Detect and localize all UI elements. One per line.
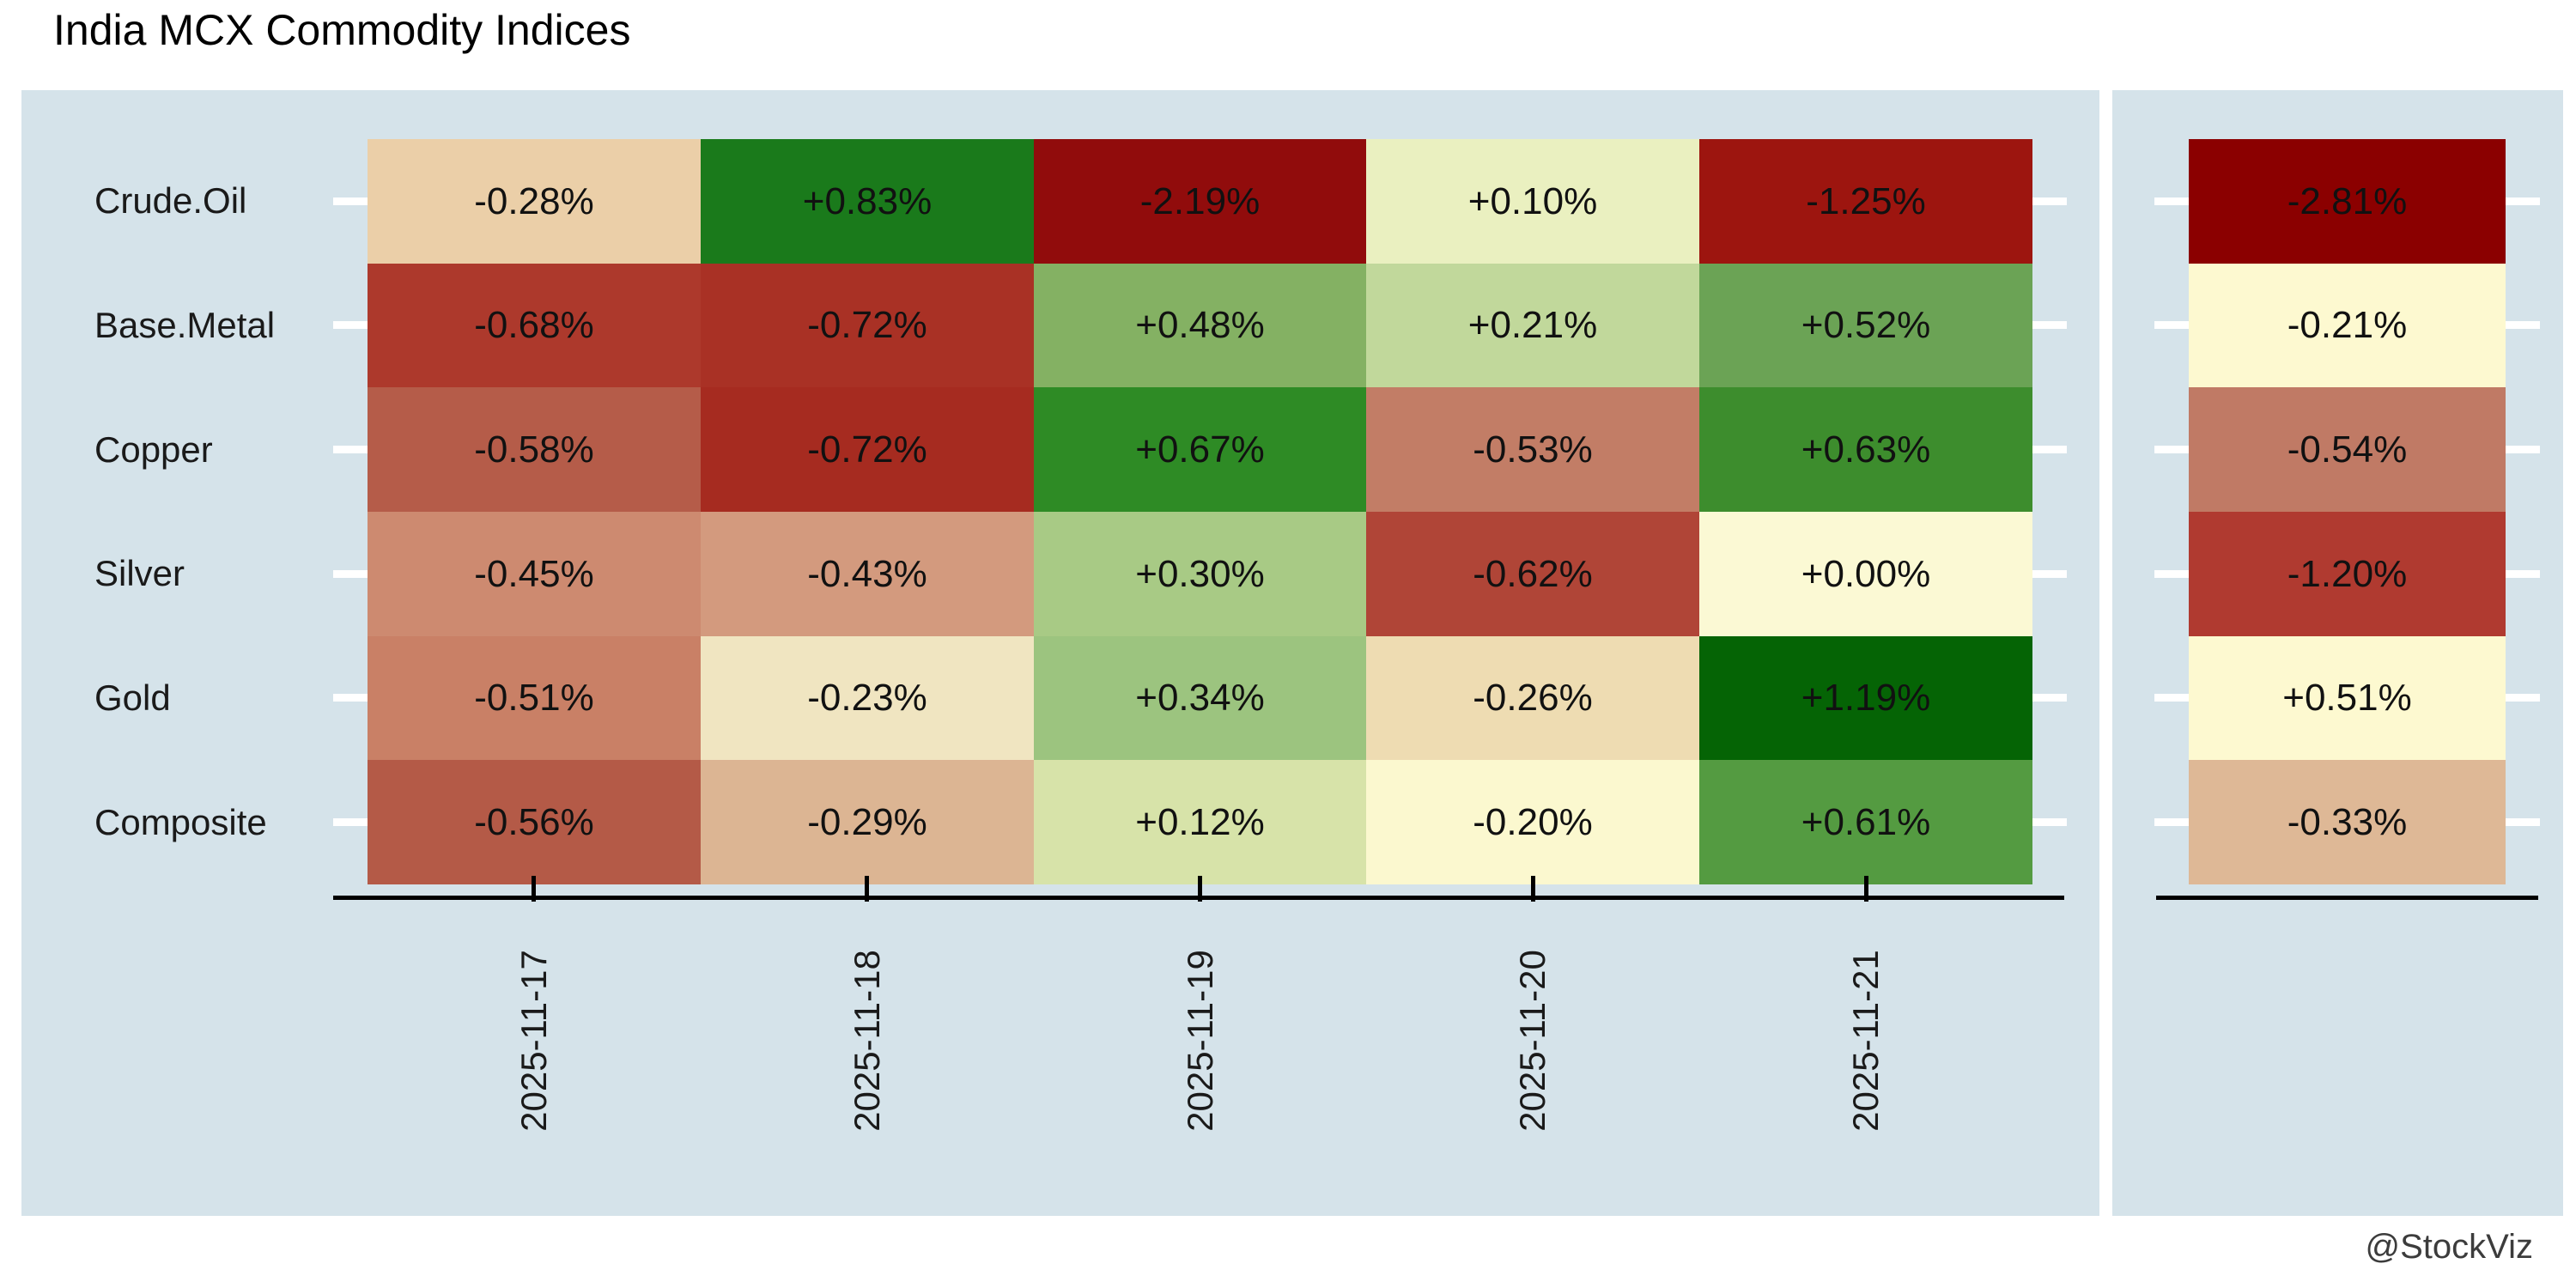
weekly-heatmap-cell: -0.54% [2189,387,2506,512]
heatmap-cell: +0.48% [1034,264,1366,387]
axis-tick-white [2506,446,2540,453]
axis-tick-white [2154,321,2189,329]
heatmap-cell: -0.56% [368,760,701,884]
heatmap-cell: -0.58% [368,387,701,512]
heatmap-cell: +0.63% [1699,387,2032,512]
axis-tick-white [2506,694,2540,702]
axis-tick-white [2506,818,2540,826]
row-label: Copper [94,429,213,470]
heatmap-cell: -0.72% [701,264,1034,387]
heatmap-cell: +0.12% [1034,760,1366,884]
axis-tick-white [333,321,368,329]
x-axis-tick [865,876,869,902]
watermark-stockviz: @StockViz [2365,1228,2534,1266]
heatmap-cell: +0.83% [701,139,1034,264]
heatmap-cell: -0.23% [701,636,1034,760]
axis-tick-white [2506,570,2540,578]
heatmap-cell: -0.51% [368,636,701,760]
heatmap-cell: -0.72% [701,387,1034,512]
axis-tick-white [333,446,368,453]
heatmap-cell: +0.30% [1034,512,1366,636]
row-label: Silver [94,553,185,593]
heatmap-cell: -0.45% [368,512,701,636]
x-axis-date-label: 2025-11-21 [1845,950,1886,1132]
row-label: Base.Metal [94,305,276,345]
axis-tick-white [333,694,368,702]
heatmap-cell: +1.19% [1699,636,2032,760]
heatmap-cell: +0.61% [1699,760,2032,884]
x-axis-line-weekly [2156,896,2538,900]
x-axis-tick [1198,876,1202,902]
heatmap-cell: -1.25% [1699,139,2032,264]
x-axis-date-label: 2025-11-17 [513,950,554,1132]
axis-tick-white [2154,818,2189,826]
heatmap-cell: -0.68% [368,264,701,387]
row-label: Composite [94,802,267,842]
axis-tick-white [2506,197,2540,205]
heatmap-cell: -0.62% [1366,512,1699,636]
axis-tick-white [333,197,368,205]
axis-tick-white [2154,446,2189,453]
heatmap-cell: -0.28% [368,139,701,264]
weekly-heatmap-cell: -0.33% [2189,760,2506,884]
weekly-heatmap-cell: -0.21% [2189,264,2506,387]
axis-tick-white [2032,197,2067,205]
x-axis-tick [1531,876,1535,902]
heatmap-cell: -0.43% [701,512,1034,636]
heatmap-cell: +0.00% [1699,512,2032,636]
axis-tick-white [2032,570,2067,578]
weekly-heatmap-cell: -2.81% [2189,139,2506,264]
axis-tick-white [333,818,368,826]
row-label: Gold [94,677,171,718]
weekly-heatmap-cell: -1.20% [2189,512,2506,636]
x-axis-tick [532,876,536,902]
heatmap-cell: +0.10% [1366,139,1699,264]
axis-tick-white [2154,197,2189,205]
row-label: Crude.Oil [94,180,247,221]
heatmap-cell: +0.67% [1034,387,1366,512]
heatmap-cell: +0.21% [1366,264,1699,387]
heatmap-cell: -0.26% [1366,636,1699,760]
x-axis-tick [1864,876,1868,902]
x-axis-date-label: 2025-11-19 [1180,950,1220,1132]
heatmap-cell: -0.20% [1366,760,1699,884]
axis-tick-white [2032,446,2067,453]
heatmap-cell: -0.53% [1366,387,1699,512]
axis-tick-white [2032,321,2067,329]
chart-title: India MCX Commodity Indices [53,6,631,54]
x-axis-date-label: 2025-11-20 [1512,950,1552,1132]
heatmap-cell: +0.52% [1699,264,2032,387]
heatmap-cell: -2.19% [1034,139,1366,264]
axis-tick-white [2032,818,2067,826]
axis-tick-white [2506,321,2540,329]
axis-tick-white [333,570,368,578]
weekly-heatmap-cell: +0.51% [2189,636,2506,760]
heatmap-cell: +0.34% [1034,636,1366,760]
axis-tick-white [2154,694,2189,702]
x-axis-date-label: 2025-11-18 [847,950,887,1132]
heatmap-cell: -0.29% [701,760,1034,884]
axis-tick-white [2032,694,2067,702]
axis-tick-white [2154,570,2189,578]
